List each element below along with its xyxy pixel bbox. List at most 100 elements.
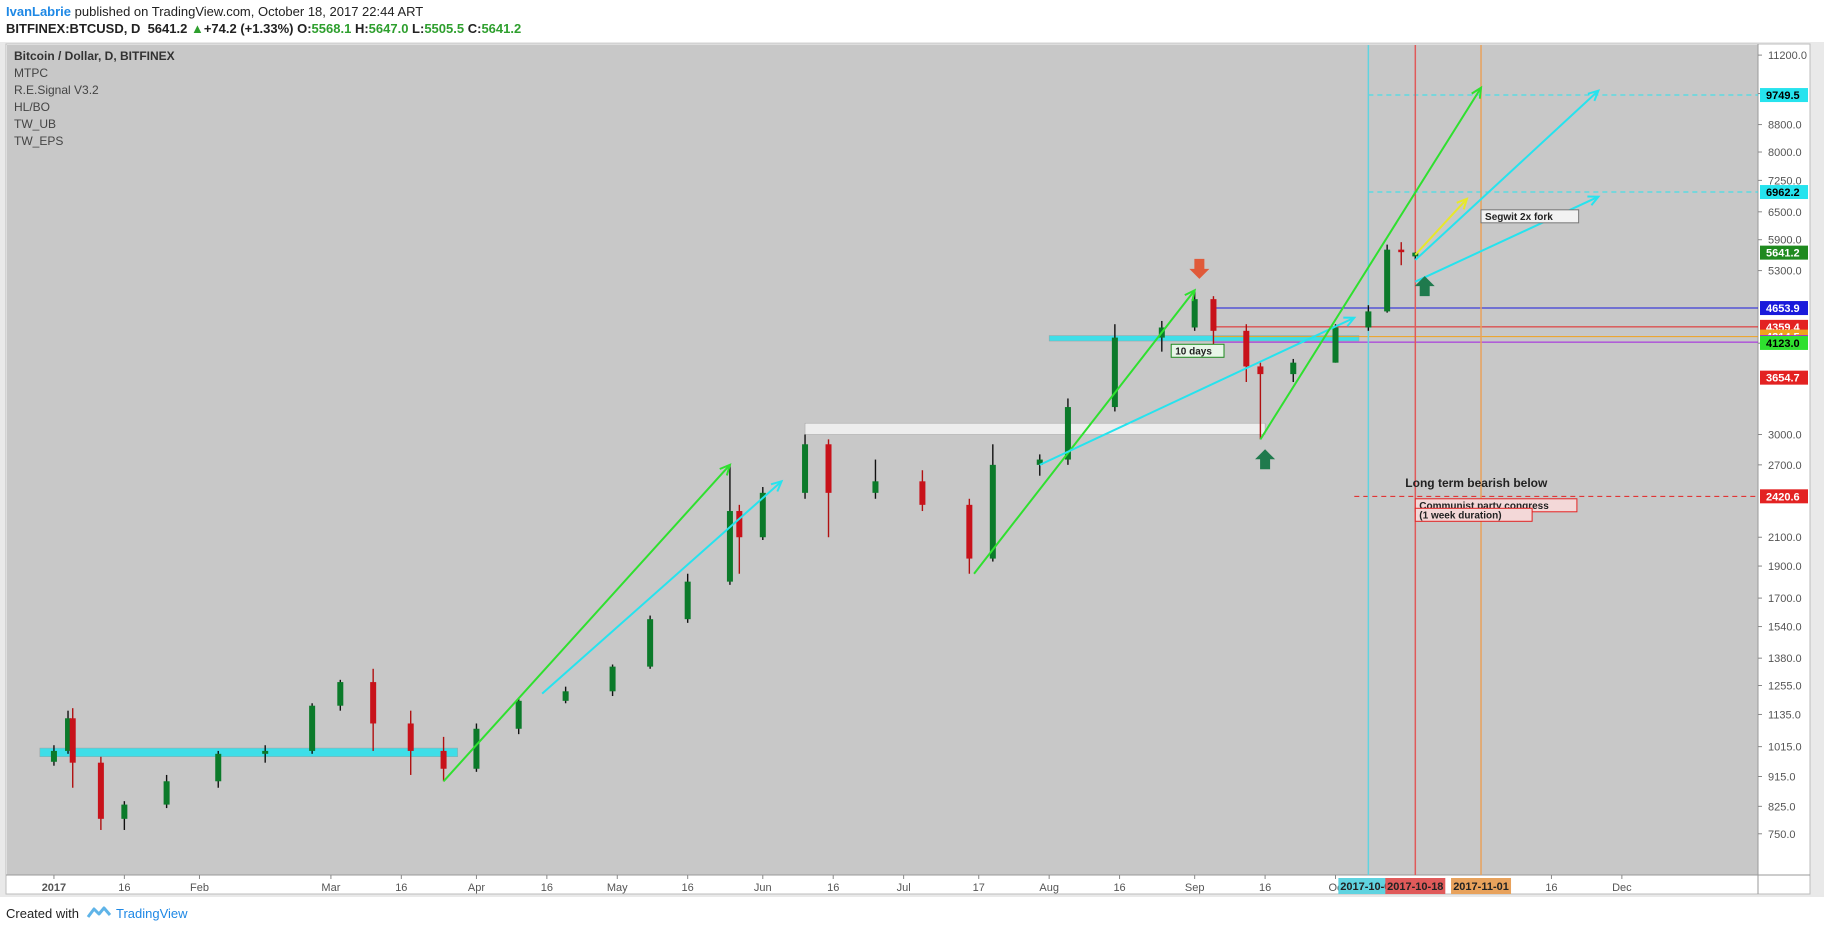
candle-body-23 [825,444,832,493]
y-tick-label-0: 11200.0 [1768,50,1807,62]
candle-body-6 [215,753,222,782]
open-label: O: [297,21,312,36]
candle-15 [562,686,569,704]
publish-line: IvanLabrie published on TradingView.com,… [6,4,423,19]
x-tick-label-4: 16 [395,882,407,894]
candle-body-13 [473,728,480,769]
price-label-3: 4653.9 [1766,303,1800,315]
candle-37 [1332,324,1339,363]
y-tick-label-12: 1900.0 [1768,561,1802,573]
y-tick-label-21: 750.0 [1768,829,1796,841]
annotation-box-4 [1414,507,1533,522]
price-axis[interactable]: 11200.09800.08800.08000.07250.06500.0590… [1758,50,1808,841]
trend-line-stroke-7 [1414,198,1468,256]
candle-body-40 [1398,249,1405,253]
y-tick-label-2: 8800.0 [1768,120,1802,132]
plot-background [7,45,1758,875]
candle-body-27 [989,464,996,559]
candle-body-7 [262,750,269,754]
candle-25 [919,470,926,512]
x-tick-label-5: Apr [468,882,485,894]
candle-body-30 [1111,337,1118,408]
time-axis[interactable]: 2017 16 Feb Mar 16 Apr 16 May 16 Jun 16 Jul 17 Aug 16 S… [42,875,1632,894]
candle-27 [989,444,996,562]
high-value: 5647.0 [368,21,409,36]
candle-body-16 [609,666,616,692]
y-tick-label-6: 5900.0 [1768,235,1802,247]
candle-body-1 [65,718,72,751]
chart-title: Bitcoin / Dollar, D, BITFINEX [14,49,175,63]
candle-4 [121,801,128,830]
candles-layer [50,242,1419,830]
trend-arrowhead-1 [770,479,784,492]
candle-36 [1290,358,1297,382]
trend-line-stroke-3 [1039,316,1355,466]
trend-arrowhead-6 [1587,195,1601,206]
trend-line-7 [1414,197,1469,256]
candle-7 [262,745,269,763]
candle-body-28 [1036,459,1043,465]
trend-line-stroke-1 [541,480,783,695]
y-tick-label-11: 2100.0 [1768,532,1802,544]
candle-body-21 [759,492,766,538]
candle-body-11 [407,723,414,751]
y-tick-label-20: 825.0 [1768,801,1796,813]
candle-0 [50,745,57,766]
low-label: L: [412,21,425,36]
author-link[interactable]: IvanLabrie [6,4,72,19]
date-marker-box-0 [1338,878,1399,894]
candle-body-38 [1365,311,1372,328]
y-tick-label-15: 1380.0 [1768,653,1802,665]
candle-body-5 [163,781,170,805]
trend-line-1 [541,479,784,695]
y-tick-label-16: 1255.0 [1768,681,1802,693]
tradingview-brand-link[interactable]: TradingView [116,906,188,921]
candle-body-35 [1257,366,1264,375]
signal-arrow-up-2 [1414,276,1435,297]
candle-22 [802,434,809,499]
signal-arrow-up-1 [1255,449,1276,470]
x-tick-label-7: May [607,882,628,894]
legend-indicator-1: R.E.Signal V3.2 [14,83,99,97]
symbol-label[interactable]: BITFINEX:BTCUSD, D [6,21,141,36]
candle-body-15 [562,691,569,701]
candle-8 [309,703,316,754]
annotation-box-1 [1170,343,1225,358]
zone-2 [1048,335,1360,342]
trend-line-stroke-4 [1259,87,1482,440]
trend-line-4 [1259,85,1483,440]
trend-line-2 [973,288,1197,575]
signal-arrow-down-0 [1189,258,1210,279]
y-tick-label-19: 915.0 [1768,772,1796,784]
chart-legend: Bitcoin / Dollar, D, BITFINEX MTPC R.E.Si… [14,49,175,148]
price-label-box-0 [1760,88,1808,103]
candle-body-34 [1243,330,1250,367]
candle-body-37 [1332,327,1339,363]
candle-body-26 [966,504,973,559]
last-price: 5641.2 [147,21,188,36]
candle-body-36 [1290,362,1297,375]
candle-19 [726,464,733,585]
annotation-label-4: (1 week duration) [1419,510,1501,521]
annotations-layer: Segwit 2x fork 10 days Long term bearish b… [1170,209,1580,522]
tradingview-logo-icon[interactable] [86,905,112,921]
symbol-line: BITFINEX:BTCUSD, D 5641.2 ▲+74.2 (+1.33%… [6,21,521,36]
footer: Created with TradingView [0,897,1824,931]
x-tick-label-8: 16 [682,882,694,894]
zone-1 [804,422,1266,435]
price-chart[interactable]: Segwit 2x fork 10 days Long term bearish b… [0,42,1824,897]
trend-line-3 [1039,316,1357,466]
trend-line-0 [442,463,732,782]
date-marker-box-1 [1385,878,1446,894]
candle-10 [370,668,377,751]
y-tick-label-9: 3000.0 [1768,430,1802,442]
chart-header: IvanLabrie published on TradingView.com,… [0,0,1824,42]
trend-lines-layer [442,85,1601,782]
legend-indicator-4: TW_EPS [14,134,63,148]
candle-body-18 [684,581,691,620]
date-marker-label-2: 2017-11-01 [1453,881,1509,893]
chart-area[interactable]: Segwit 2x fork 10 days Long term bearish b… [0,42,1824,897]
candle-24 [872,459,879,499]
x-tick-label-16: 16 [1259,882,1271,894]
candle-28 [1036,454,1043,476]
